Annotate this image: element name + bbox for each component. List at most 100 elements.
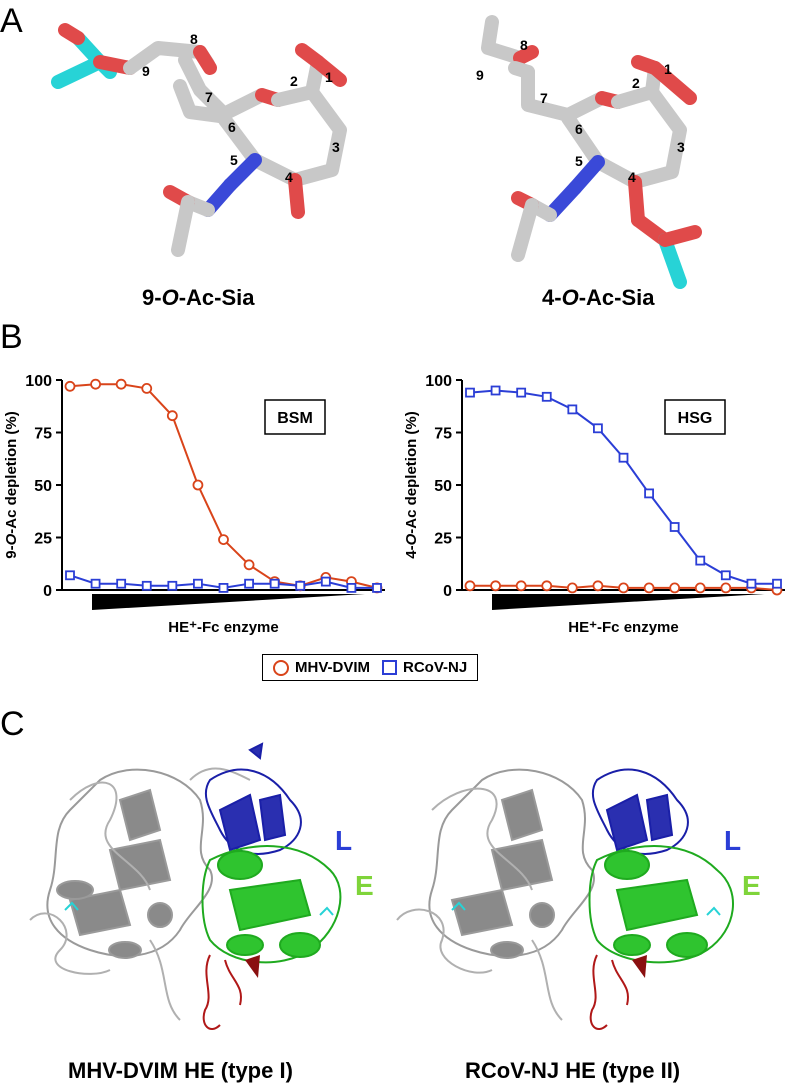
data-point-mhv-dvim [243, 559, 255, 571]
data-point-rcov-nj [695, 555, 706, 566]
chart-bsm: 0 25 50 75 100 9-O-Ac depletion (%) HE⁺-Fc enz… [3, 373, 385, 636]
data-point-mhv-dvim [643, 582, 655, 594]
data-point-rcov-nj [720, 570, 731, 581]
atom-label-3: 3 [332, 139, 340, 155]
y-tick-label: 75 [34, 426, 52, 443]
atom-label-4: 4 [628, 169, 636, 185]
data-point-mhv-dvim [115, 378, 127, 390]
data-point-rcov-nj [465, 387, 475, 398]
atom-label-7: 7 [205, 89, 213, 105]
data-point-mhv-dvim [669, 582, 681, 594]
data-point-mhv-dvim [464, 580, 476, 592]
data-point-mhv-dvim [90, 378, 101, 390]
data-point-rcov-nj [516, 387, 527, 398]
data-point-mhv-dvim [192, 479, 204, 491]
y-tick-label: 100 [425, 373, 452, 390]
data-point-rcov-nj [320, 576, 331, 587]
molecule-caption-4-o-ac-sia: 4-O-Ac-Sia [542, 285, 655, 310]
data-point-rcov-nj [490, 385, 501, 396]
panel-letter-b: B [0, 318, 23, 356]
chart-legend: MHV-DVIM RCoV-NJ [262, 654, 479, 681]
atom-label-9: 9 [142, 63, 150, 79]
atom-label-5: 5 [230, 152, 238, 168]
data-point-rcov-nj [218, 582, 229, 593]
panel-letter-c: C [0, 705, 25, 743]
domain-label-l: L [335, 825, 352, 856]
data-point-rcov-nj [644, 488, 654, 499]
data-point-rcov-nj [141, 580, 152, 591]
data-point-mhv-dvim [64, 380, 76, 392]
data-point-mhv-dvim [218, 534, 229, 546]
data-point-rcov-nj [244, 578, 254, 589]
atom-label-6: 6 [228, 119, 236, 135]
molecule-4-o-ac-sia: 9 8 7 6 5 4 3 2 1 [476, 15, 702, 289]
data-point-rcov-nj [593, 423, 603, 434]
data-point-mhv-dvim [720, 582, 732, 594]
y-tick-label: 0 [43, 583, 52, 600]
data-point-mhv-dvim [166, 410, 178, 422]
data-point-rcov-nj [541, 391, 552, 402]
data-point-rcov-nj [193, 578, 203, 589]
sample-box [264, 399, 326, 435]
y-axis-label: 4-O-Ac depletion (%) [403, 411, 420, 559]
data-point-rcov-nj [746, 578, 757, 589]
data-point-mhv-dvim [515, 580, 527, 592]
atom-label-9: 9 [476, 67, 484, 83]
data-point-rcov-nj [90, 578, 101, 589]
data-point-mhv-dvim [618, 582, 629, 594]
domain-label-e: E [355, 870, 374, 901]
data-point-rcov-nj [116, 578, 127, 589]
enzyme-gradient-wedge [92, 594, 365, 610]
x-axis-label: HE⁺-Fc enzyme [568, 619, 678, 636]
structure-caption-rcov-nj: RCoV-NJ HE (type II) [465, 1058, 681, 1083]
atom-label-4: 4 [285, 169, 293, 185]
atom-label-7: 7 [540, 90, 548, 106]
y-tick-label: 50 [34, 478, 52, 495]
chart-hsg: 0 25 50 75 100 4-O-Ac depletion (%) HE⁺-Fc enz… [403, 373, 785, 636]
molecule-caption-9-o-ac-sia: 9-O-Ac-Sia [142, 285, 255, 310]
atom-label-5: 5 [575, 153, 583, 169]
y-tick-label: 75 [434, 426, 452, 443]
legend-marker-circle [273, 659, 289, 676]
atom-label-1: 1 [325, 69, 333, 85]
atom-label-2: 2 [632, 75, 640, 91]
atom-label-6: 6 [575, 121, 583, 137]
series-line-rcov-nj [469, 389, 777, 585]
data-point-mhv-dvim [566, 582, 578, 594]
atom-label-2: 2 [290, 73, 298, 89]
data-point-rcov-nj [772, 578, 782, 589]
data-point-mhv-dvim [694, 582, 706, 594]
data-point-mhv-dvim [490, 580, 501, 592]
legend-label-mhv-dvim: MHV-DVIM [295, 659, 370, 676]
legend-marker-square [382, 660, 397, 675]
data-point-rcov-nj [295, 580, 306, 591]
molecule-9-o-ac-sia: 9 8 7 6 5 4 3 2 1 [51, 23, 347, 257]
data-point-rcov-nj [346, 582, 357, 593]
structure-caption-mhv-dvim: MHV-DVIM HE (type I) [68, 1058, 293, 1083]
y-tick-label: 50 [434, 478, 452, 495]
sample-box-label: HSG [678, 410, 713, 427]
atom-label-8: 8 [520, 37, 528, 53]
legend-label-rcov-nj: RCoV-NJ [403, 659, 468, 676]
structure-mhv-dvim-he: L E [29, 742, 374, 1030]
data-point-mhv-dvim [541, 580, 553, 592]
legend-item-mhv-dvim: MHV-DVIM [273, 659, 370, 676]
y-tick-label: 25 [34, 531, 52, 548]
y-tick-label: 100 [25, 373, 52, 390]
data-point-rcov-nj [269, 578, 280, 589]
atom-label-3: 3 [677, 139, 685, 155]
sample-box-label: BSM [277, 410, 313, 427]
panel-letter-a: A [0, 2, 23, 40]
y-tick-label: 0 [443, 583, 452, 600]
domain-label-l: L [724, 825, 741, 856]
data-point-rcov-nj [618, 452, 629, 463]
structure-rcov-nj-he: L E [396, 768, 761, 1030]
enzyme-gradient-wedge [492, 594, 765, 610]
atom-label-8: 8 [190, 31, 198, 47]
data-point-rcov-nj [65, 570, 75, 581]
data-point-rcov-nj [167, 580, 178, 591]
sample-box [664, 399, 726, 435]
data-point-rcov-nj [372, 582, 382, 593]
y-axis-label: 9-O-Ac depletion (%) [3, 411, 20, 559]
data-point-mhv-dvim [592, 580, 604, 592]
